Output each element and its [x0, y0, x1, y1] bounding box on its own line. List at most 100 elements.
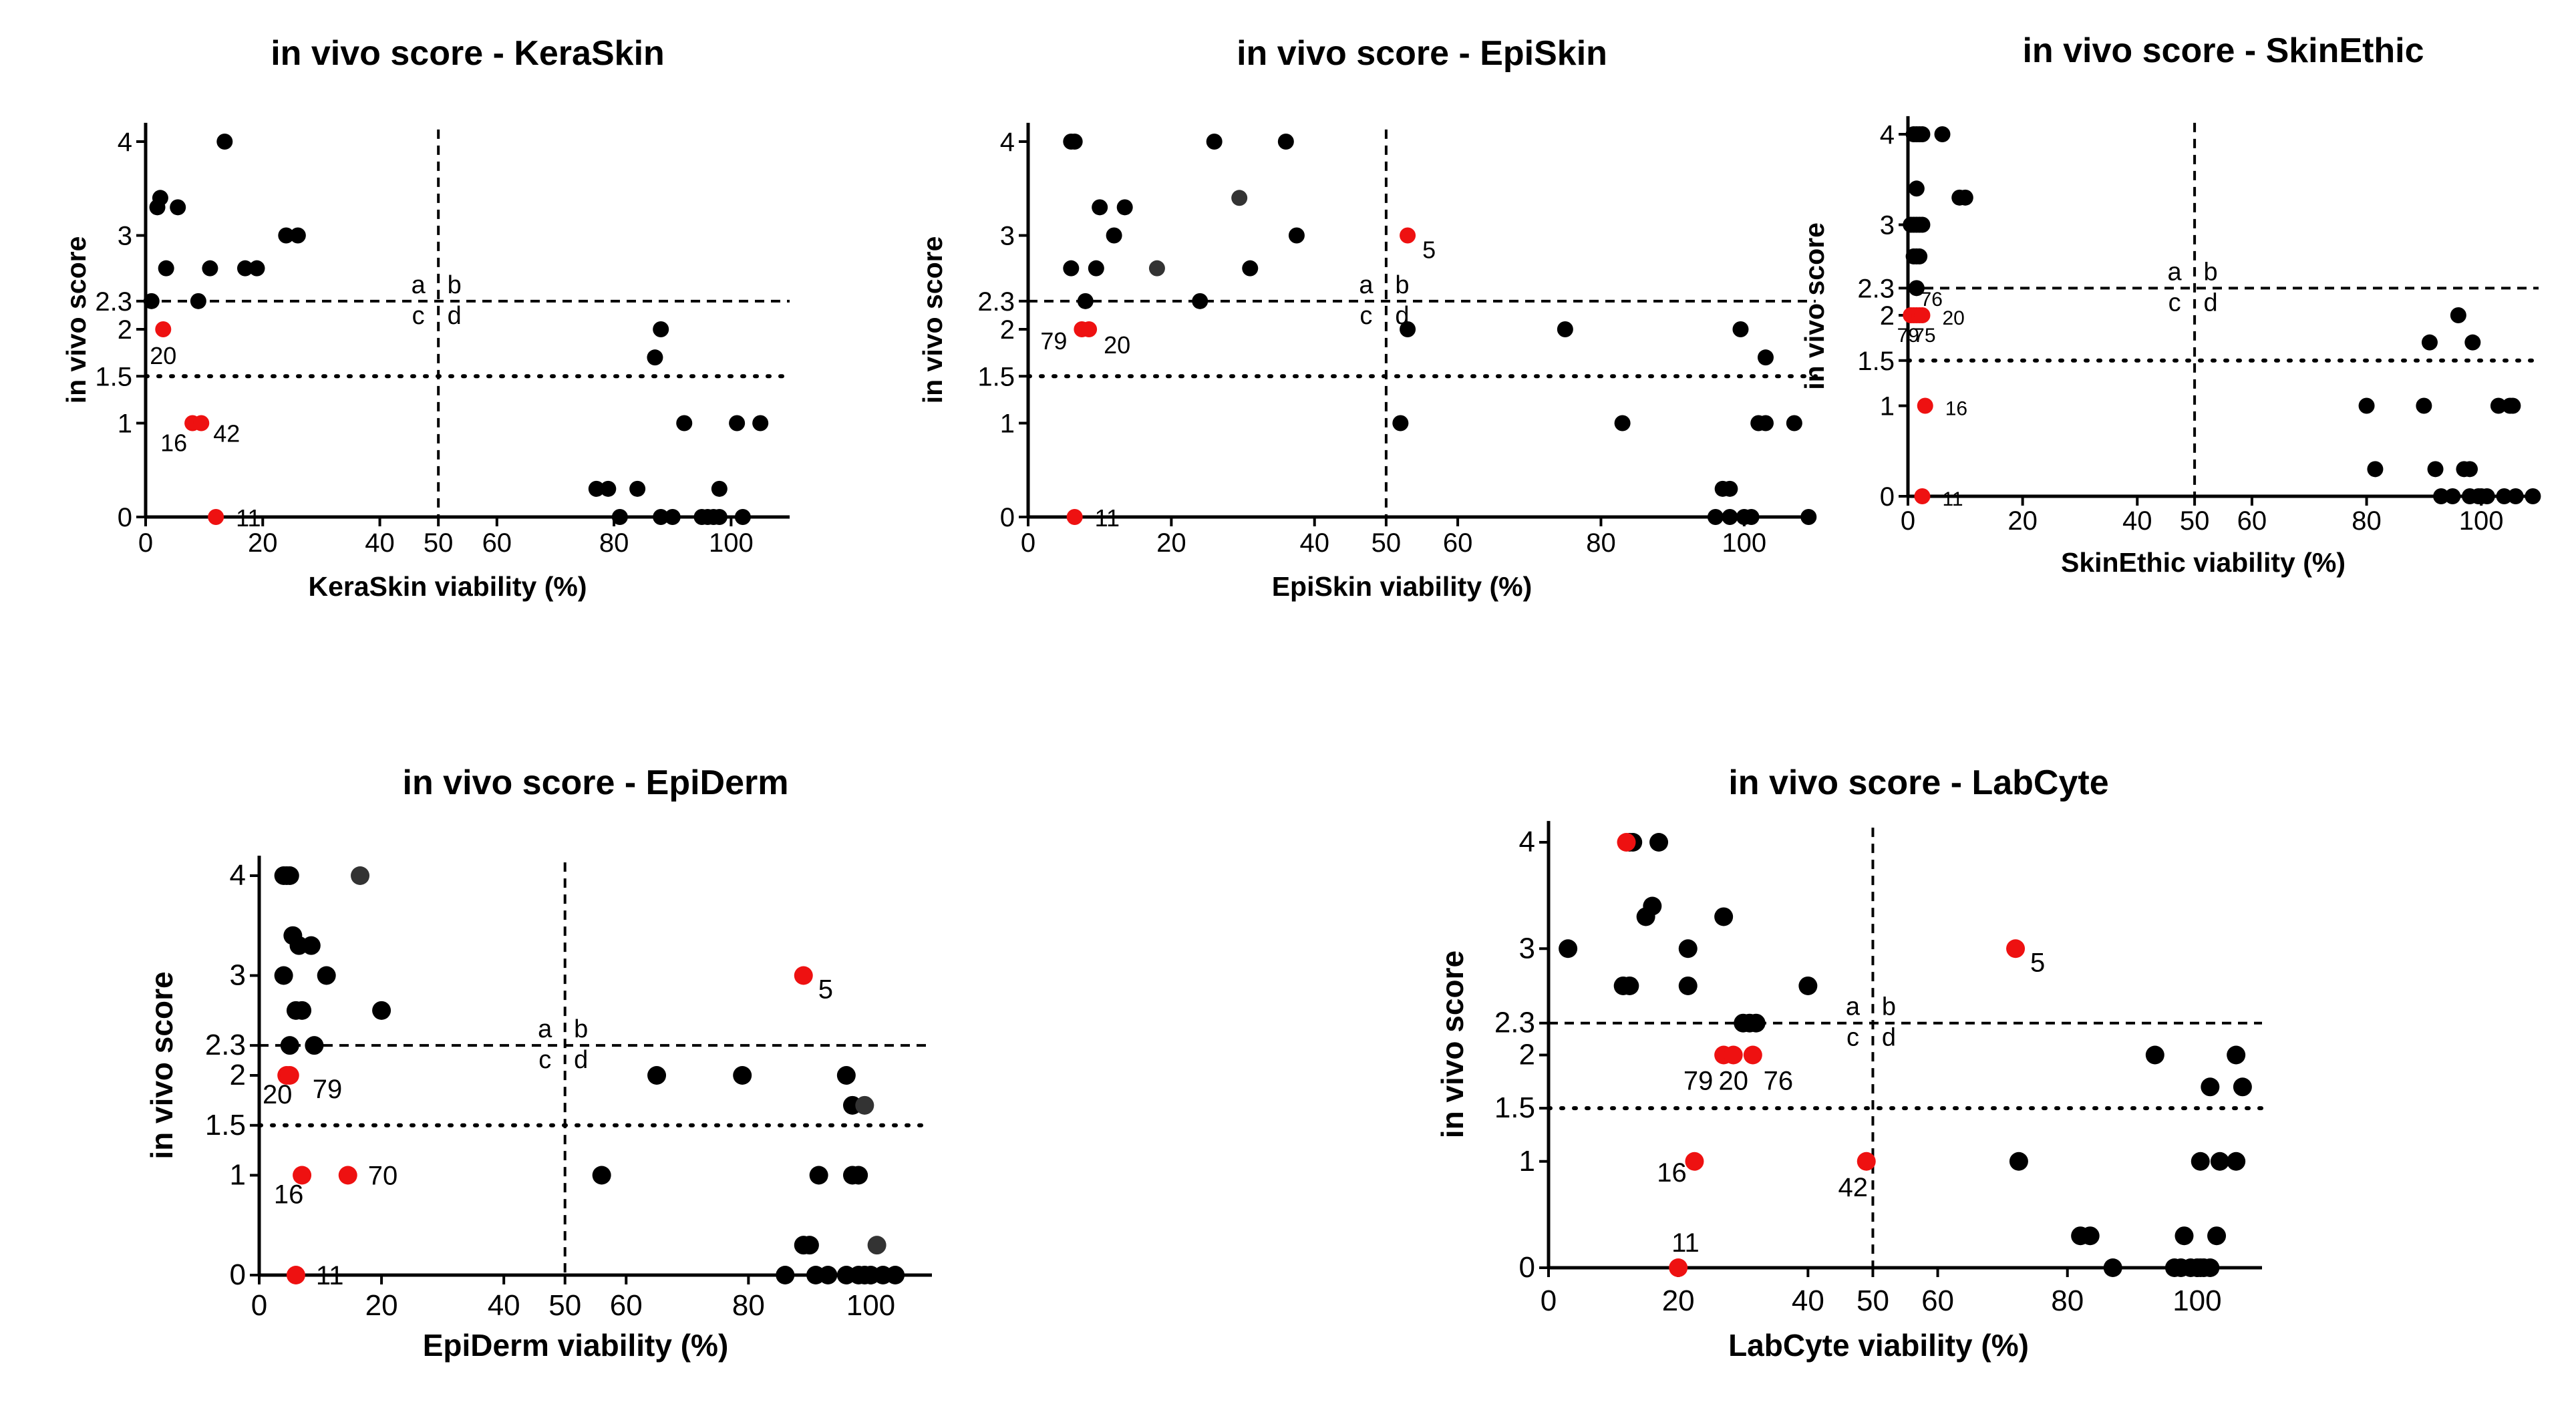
x-tick-label: 80 [599, 528, 629, 558]
quadrant-label: d [574, 1046, 588, 1074]
data-point-black [2490, 397, 2507, 414]
y-tick-label: 1 [1000, 409, 1015, 439]
data-point-black [1620, 976, 1639, 995]
point-annotation: 79 [313, 1075, 342, 1104]
y-tick-label: 4 [230, 859, 246, 892]
data-point-red [208, 509, 224, 525]
quadrant-label: d [448, 302, 462, 330]
data-point-black [729, 415, 746, 431]
y-tick-label: 0 [1880, 482, 1895, 512]
quadrant-label: c [2168, 289, 2181, 317]
quadrant-label: b [1882, 993, 1896, 1021]
data-point-red [1914, 488, 1931, 504]
point-annotation: 11 [1942, 488, 1963, 510]
x-axis-label: KeraSkin viability (%) [309, 571, 587, 602]
x-tick-label: 60 [1443, 528, 1473, 558]
data-point-black [1911, 248, 1928, 265]
data-point-black [274, 966, 293, 985]
point-annotation: 70 [368, 1162, 398, 1191]
data-point-black [1757, 415, 1774, 431]
x-axis-label: EpiDerm viability (%) [423, 1328, 729, 1363]
x-tick-label: 40 [365, 528, 395, 558]
quadrant-label: d [2204, 289, 2218, 317]
data-point-black [280, 1036, 299, 1055]
data-point-red [1081, 321, 1098, 337]
quadrant-label: c [538, 1046, 551, 1074]
point-annotation: 11 [1095, 504, 1120, 532]
point-annotation: 20 [1718, 1067, 1748, 1096]
data-point-black [733, 1066, 752, 1085]
y-tick-label: 2 [1000, 315, 1015, 345]
data-point-black [152, 190, 168, 206]
data-point-red [1857, 1152, 1876, 1171]
data-point-black [190, 293, 206, 309]
x-tick-label: 60 [610, 1289, 643, 1322]
y-tick-label: 2.3 [95, 287, 132, 317]
data-point-black [236, 260, 253, 277]
point-annotation: 42 [1838, 1173, 1868, 1202]
data-point-black [1400, 321, 1416, 337]
x-tick-label: 50 [1857, 1284, 1889, 1317]
data-point-black [2201, 1258, 2220, 1277]
y-axis-label: in vivo score [1799, 222, 1830, 390]
data-point-black [664, 509, 681, 525]
point-annotation: 20 [1942, 307, 1964, 329]
data-point-black [1678, 939, 1698, 958]
y-tick-label: 3 [1000, 222, 1015, 251]
y-tick-label: 1.5 [1494, 1091, 1535, 1124]
data-point-dark-grey [855, 1095, 874, 1115]
data-point-dark-grey [867, 1236, 887, 1255]
data-point-black [1066, 134, 1083, 150]
data-point-black [629, 480, 646, 497]
data-point-black [289, 227, 306, 244]
data-point-red [1917, 397, 1933, 414]
data-point-black [2444, 488, 2461, 504]
data-point-black [2358, 397, 2375, 414]
y-tick-label: 1 [230, 1159, 246, 1192]
data-point-black [2421, 334, 2438, 351]
point-annotation: 79 [1040, 327, 1067, 355]
data-point-black [1106, 227, 1122, 244]
data-point-black [2080, 1226, 2100, 1246]
y-tick-label: 4 [1880, 120, 1895, 150]
data-point-black [647, 1066, 667, 1085]
point-annotation: 20 [1104, 331, 1130, 359]
point-annotation: 20 [150, 342, 176, 369]
data-point-black [293, 1001, 312, 1020]
data-point-red [1400, 227, 1416, 244]
quadrant-label: c [412, 302, 425, 330]
data-point-black [1063, 260, 1080, 277]
data-point-red [293, 1166, 312, 1185]
quadrant-label: a [2168, 258, 2183, 286]
y-tick-label: 2 [230, 1059, 246, 1091]
y-axis-label: in vivo score [61, 236, 92, 404]
data-point-black [2427, 461, 2444, 478]
data-point-black [2505, 397, 2521, 414]
data-point-black [2416, 397, 2432, 414]
x-tick-label: 80 [2352, 506, 2382, 536]
y-tick-label: 4 [118, 128, 132, 157]
data-point-black [600, 480, 617, 497]
data-point-black [818, 1266, 838, 1284]
data-point-black [1649, 833, 1669, 852]
data-point-black [317, 966, 336, 985]
x-tick-label: 20 [248, 528, 278, 558]
y-tick-label: 1.5 [977, 362, 1015, 391]
data-point-black [158, 260, 174, 277]
data-point-black [1957, 189, 1973, 206]
data-point-black [2175, 1226, 2194, 1246]
chart-title: in vivo score - KeraSkin [271, 34, 665, 73]
x-tick-label: 0 [138, 528, 153, 558]
data-point-black [305, 1036, 324, 1055]
data-point-black [849, 1166, 868, 1185]
y-axis-label: in vivo score [144, 971, 179, 1159]
point-annotation: 11 [1671, 1228, 1700, 1258]
x-tick-label: 40 [2122, 506, 2152, 536]
x-tick-label: 40 [488, 1289, 520, 1322]
x-tick-label: 20 [365, 1289, 398, 1322]
data-point-black [1714, 907, 1734, 926]
point-annotation: 76 [1921, 289, 1943, 311]
x-tick-label: 0 [1541, 1284, 1557, 1317]
x-tick-label: 20 [2007, 506, 2038, 536]
data-point-red [1743, 1045, 1762, 1065]
